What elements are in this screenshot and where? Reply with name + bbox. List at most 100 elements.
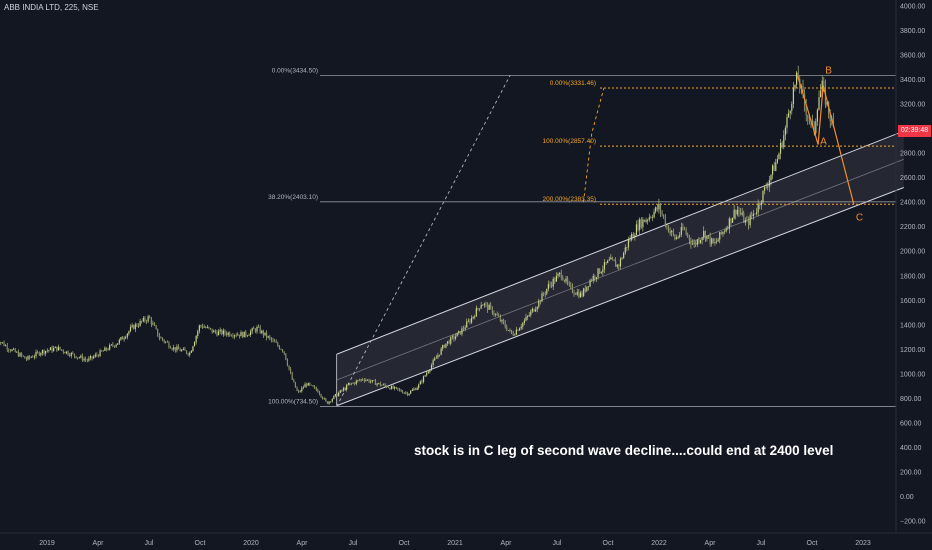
- candle-body: [27, 356, 29, 360]
- candle-body: [331, 398, 333, 402]
- candle-body: [770, 174, 772, 181]
- candle-body: [515, 329, 517, 335]
- candle-body: [579, 292, 582, 298]
- candle-body: [818, 97, 820, 110]
- candle-body: [573, 292, 575, 294]
- candle-body: [709, 235, 711, 244]
- candle-body: [45, 351, 47, 354]
- x-tick-label: Jul: [553, 540, 562, 547]
- candle-body: [43, 350, 45, 354]
- fib-label-3: 0.00%(3331.46): [550, 80, 596, 87]
- candle-body: [555, 275, 558, 282]
- candle-body: [72, 352, 74, 354]
- candle-body: [171, 348, 173, 350]
- fib-retracement-trend[interactable]: [336, 75, 511, 407]
- candle-body: [169, 347, 172, 349]
- candle-body: [759, 203, 761, 206]
- candle-body: [125, 337, 127, 339]
- candle-body: [400, 389, 402, 392]
- candle-body: [166, 341, 168, 343]
- candle-body: [163, 339, 165, 342]
- candle-body: [421, 381, 423, 382]
- candle-body: [422, 376, 425, 382]
- channel-upper-line[interactable]: [336, 130, 904, 355]
- candle-body: [296, 387, 298, 391]
- candle-body: [507, 330, 509, 331]
- y-tick-label: 4000.00: [900, 4, 925, 11]
- candle-body: [451, 336, 453, 338]
- candle-body: [621, 258, 623, 259]
- candle-body: [520, 326, 522, 329]
- candle-body: [21, 353, 23, 356]
- candle-body: [150, 318, 152, 325]
- candle-body: [607, 260, 609, 264]
- candle-body: [205, 327, 207, 328]
- candle-body: [685, 229, 687, 234]
- candle-body: [198, 325, 200, 332]
- candle-body: [567, 278, 569, 284]
- candle-body: [217, 331, 220, 336]
- candle-body: [254, 329, 256, 332]
- candle-body: [475, 308, 477, 317]
- candle-body: [427, 371, 429, 373]
- candle-body: [354, 382, 356, 384]
- candle-body: [211, 328, 213, 333]
- x-tick-label: 2020: [243, 540, 259, 547]
- candle-body: [600, 271, 602, 274]
- candle-body: [139, 320, 141, 326]
- candle-body: [368, 379, 370, 383]
- candle-body: [712, 238, 714, 243]
- candle-body: [792, 88, 794, 105]
- candle-body: [264, 332, 266, 336]
- candle-body: [142, 317, 144, 322]
- candle-body: [687, 233, 689, 236]
- candle-body: [304, 384, 306, 388]
- x-axis[interactable]: 2019 Apr Jul Oct 2020 Apr Jul Oct 2021 Apr Jul Oct 2…: [0, 532, 932, 547]
- candle-body: [517, 329, 519, 331]
- candle-body: [494, 313, 497, 315]
- candle-body: [158, 335, 160, 339]
- candle-body: [648, 217, 650, 221]
- candle-body: [118, 339, 120, 344]
- elliott-wave-path[interactable]: [797, 75, 855, 205]
- candle-body: [506, 327, 508, 331]
- candle-body: [152, 323, 154, 325]
- candle-body: [160, 337, 162, 339]
- candle-body: [733, 209, 735, 218]
- candle-body: [442, 345, 444, 349]
- candle-body: [679, 234, 681, 237]
- candle-body: [539, 300, 542, 302]
- candle-body: [129, 327, 132, 332]
- candle-body: [77, 357, 79, 359]
- candle-body: [373, 380, 375, 381]
- y-tick-label: 2200.00: [900, 224, 925, 231]
- candle-body: [283, 351, 285, 354]
- wave-line[interactable]: [797, 75, 855, 205]
- channel-mid-line[interactable]: [336, 158, 904, 381]
- candle-body: [272, 340, 274, 341]
- chart-labels: 0.00%(3434.50) 38.20%(2403.10) 100.00%(734…: [268, 65, 863, 405]
- candle-body: [635, 224, 638, 236]
- candle-body: [246, 335, 248, 337]
- candle-body: [197, 331, 199, 336]
- candle-body: [443, 345, 445, 348]
- candle-body: [365, 380, 367, 381]
- candle-body: [445, 343, 447, 348]
- candle-body: [200, 325, 202, 327]
- candle-body: [768, 180, 770, 187]
- candle-body: [389, 387, 391, 390]
- fib-levels[interactable]: [320, 74, 896, 407]
- y-tick-label: 2000.00: [900, 249, 925, 256]
- candle-body: [30, 357, 32, 358]
- candle-body: [474, 316, 476, 318]
- candle-body: [86, 359, 88, 361]
- candle-body: [153, 323, 156, 326]
- candle-body: [434, 358, 436, 361]
- candle-body: [410, 390, 412, 394]
- candle-body: [682, 227, 684, 230]
- candle-body: [282, 349, 284, 352]
- candle-body: [563, 280, 566, 282]
- candle-body: [277, 342, 279, 346]
- candle-body: [278, 345, 281, 349]
